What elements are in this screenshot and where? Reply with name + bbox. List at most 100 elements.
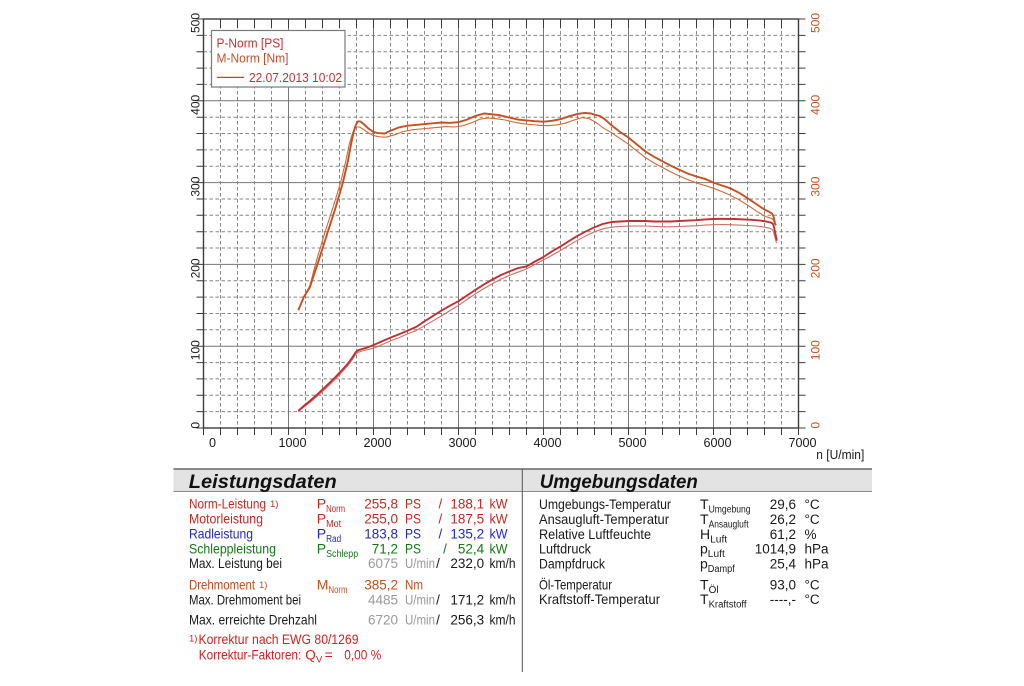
svg-text:26,2: 26,2 <box>770 512 796 527</box>
svg-text:Korrektur-Faktoren:: Korrektur-Faktoren: <box>199 648 301 663</box>
svg-text:300: 300 <box>189 176 203 196</box>
svg-text:/: / <box>436 592 440 607</box>
svg-text:232,0: 232,0 <box>450 556 484 571</box>
svg-text:U/min: U/min <box>405 556 435 571</box>
svg-text:/: / <box>443 541 447 556</box>
svg-text:kW: kW <box>490 526 508 541</box>
svg-text:U/min: U/min <box>405 612 435 627</box>
svg-text:Schleppleistung: Schleppleistung <box>189 540 276 556</box>
svg-text:Motorleistung: Motorleistung <box>189 510 263 526</box>
svg-text:/: / <box>436 612 440 627</box>
svg-text:6000: 6000 <box>703 436 731 450</box>
svg-text:P-Norm [PS]: P-Norm [PS] <box>217 36 284 51</box>
svg-text:Relative Luftfeuchte: Relative Luftfeuchte <box>539 526 651 542</box>
svg-text:Max. Drehmoment bei: Max. Drehmoment bei <box>189 591 301 607</box>
svg-text:Max. erreichte Drehzahl: Max. erreichte Drehzahl <box>189 611 317 627</box>
svg-text:200: 200 <box>809 258 823 278</box>
svg-text:°C: °C <box>805 512 820 527</box>
svg-text:/: / <box>439 526 443 541</box>
svg-text:0,00: 0,00 <box>344 648 367 663</box>
svg-text:V: V <box>316 655 323 666</box>
svg-text:Radleistung: Radleistung <box>189 525 253 541</box>
svg-text:71,2: 71,2 <box>372 541 398 556</box>
svg-text:Drehmoment: Drehmoment <box>189 577 255 593</box>
svg-text:500: 500 <box>809 13 823 33</box>
svg-text:400: 400 <box>189 94 203 114</box>
svg-text:%: % <box>371 648 382 663</box>
svg-text:3000: 3000 <box>448 436 476 450</box>
svg-text:Öl-Temperatur: Öl-Temperatur <box>539 575 612 592</box>
svg-text:%: % <box>805 527 817 542</box>
svg-text:100: 100 <box>809 340 823 360</box>
svg-text:°C: °C <box>805 592 820 607</box>
svg-text:PS: PS <box>405 541 421 556</box>
svg-text:5000: 5000 <box>618 436 646 450</box>
svg-text:/: / <box>439 511 443 526</box>
svg-text:Leistungsdaten: Leistungsdaten <box>189 472 337 493</box>
svg-text:200: 200 <box>189 258 203 278</box>
svg-text:6720: 6720 <box>368 612 398 627</box>
svg-text:61,2: 61,2 <box>770 527 796 542</box>
svg-text:hPa: hPa <box>805 542 830 557</box>
svg-text:/: / <box>436 556 440 571</box>
svg-text:1): 1) <box>189 634 197 645</box>
svg-text:188,1: 188,1 <box>450 497 484 512</box>
svg-text:Norm-Leistung: Norm-Leistung <box>189 496 266 512</box>
svg-text:100: 100 <box>189 340 203 360</box>
svg-text:U/min: U/min <box>405 592 435 607</box>
svg-text:PS: PS <box>405 526 421 541</box>
svg-text:93,0: 93,0 <box>770 577 796 592</box>
svg-text:Kraftstoff-Temperatur: Kraftstoff-Temperatur <box>539 591 660 607</box>
svg-text:Dampfdruck: Dampfdruck <box>539 556 606 572</box>
svg-text:=: = <box>325 648 333 663</box>
svg-text:7000: 7000 <box>788 436 816 450</box>
svg-text:6075: 6075 <box>368 556 398 571</box>
svg-text:Q: Q <box>305 648 316 663</box>
svg-text:255,0: 255,0 <box>364 511 398 526</box>
svg-text:Max. Leistung bei: Max. Leistung bei <box>189 555 282 571</box>
svg-text:kW: kW <box>490 511 508 526</box>
svg-text:52,4: 52,4 <box>458 541 485 556</box>
svg-text:0: 0 <box>809 422 823 429</box>
svg-text:256,3: 256,3 <box>450 612 484 627</box>
svg-text:183,8: 183,8 <box>364 526 398 541</box>
svg-text:PS: PS <box>405 497 421 512</box>
svg-text:kW: kW <box>490 541 508 556</box>
svg-text:km/h: km/h <box>490 556 516 571</box>
svg-text:----,-: ----,- <box>770 592 796 607</box>
svg-text:PS: PS <box>405 511 421 526</box>
svg-text:187,5: 187,5 <box>450 511 484 526</box>
svg-text:/: / <box>439 497 443 512</box>
svg-text:Luftdruck: Luftdruck <box>539 541 592 557</box>
svg-text:2000: 2000 <box>363 436 391 450</box>
svg-text:hPa: hPa <box>805 557 830 572</box>
svg-text:4000: 4000 <box>533 436 561 450</box>
svg-text:135,2: 135,2 <box>450 526 484 541</box>
svg-text:25,4: 25,4 <box>770 557 797 572</box>
svg-text:Umgebungs-Temperatur: Umgebungs-Temperatur <box>539 496 671 512</box>
svg-text:Korrektur nach EWG 80/1269: Korrektur nach EWG 80/1269 <box>199 632 359 647</box>
svg-text:500: 500 <box>189 13 203 33</box>
svg-text:1): 1) <box>259 580 267 591</box>
svg-text:4485: 4485 <box>368 592 398 607</box>
svg-text:°C: °C <box>805 577 820 592</box>
svg-text:Nm: Nm <box>405 578 423 593</box>
svg-text:29,6: 29,6 <box>770 497 796 512</box>
svg-text:0: 0 <box>189 422 203 429</box>
svg-text:22.07.2013 10:02: 22.07.2013 10:02 <box>249 70 342 85</box>
svg-text:0: 0 <box>209 436 216 450</box>
svg-text:M-Norm [Nm]: M-Norm [Nm] <box>217 50 289 65</box>
svg-text:255,8: 255,8 <box>364 497 398 512</box>
svg-text:400: 400 <box>809 94 823 114</box>
svg-text:°C: °C <box>805 497 820 512</box>
svg-text:n [U/min]: n [U/min] <box>816 448 864 462</box>
svg-text:171,2: 171,2 <box>450 592 484 607</box>
svg-text:385,2: 385,2 <box>364 578 398 593</box>
svg-text:km/h: km/h <box>490 592 516 607</box>
svg-text:1000: 1000 <box>278 436 306 450</box>
svg-text:km/h: km/h <box>490 612 516 627</box>
svg-text:1014,9: 1014,9 <box>755 542 796 557</box>
svg-text:300: 300 <box>809 176 823 196</box>
svg-text:Umgebungsdaten: Umgebungsdaten <box>540 472 698 493</box>
svg-text:1): 1) <box>270 499 278 510</box>
